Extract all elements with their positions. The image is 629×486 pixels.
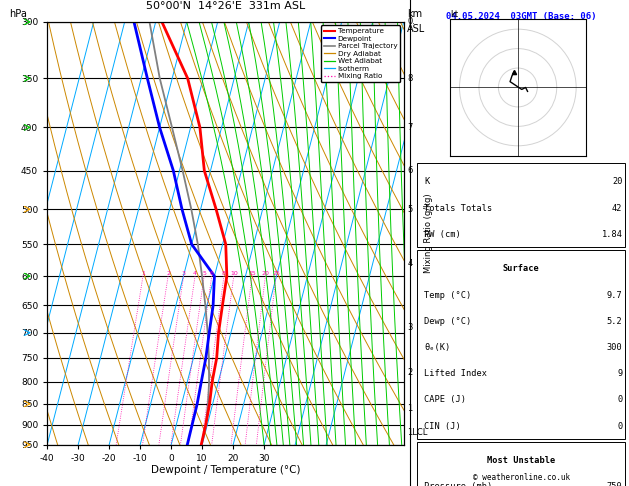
Text: 4: 4 — [407, 259, 413, 268]
Text: 9.7: 9.7 — [607, 291, 623, 299]
Text: Pressure (mb): Pressure (mb) — [424, 483, 492, 486]
Text: 3: 3 — [182, 271, 186, 276]
Text: Mixing Ratio (g/kg): Mixing Ratio (g/kg) — [425, 193, 433, 273]
Bar — [418, 163, 625, 247]
Text: ASL: ASL — [407, 24, 425, 34]
Text: 0: 0 — [617, 396, 623, 404]
Text: 0: 0 — [617, 422, 623, 431]
X-axis label: Dewpoint / Temperature (°C): Dewpoint / Temperature (°C) — [151, 466, 300, 475]
Text: Surface: Surface — [503, 264, 540, 273]
Text: 1.84: 1.84 — [601, 230, 623, 239]
Text: 0.: 0. — [407, 17, 415, 26]
Text: 25: 25 — [272, 271, 280, 276]
Text: 7: 7 — [407, 123, 413, 132]
Text: 300: 300 — [607, 343, 623, 352]
Text: PW (cm): PW (cm) — [424, 230, 460, 239]
Text: 5: 5 — [202, 271, 206, 276]
Text: 3: 3 — [407, 323, 413, 332]
Text: 5.2: 5.2 — [607, 317, 623, 326]
Text: 4: 4 — [193, 271, 197, 276]
Text: 6: 6 — [210, 271, 214, 276]
Text: 1: 1 — [141, 271, 145, 276]
Text: 8: 8 — [407, 74, 413, 83]
Text: 50°00'N  14°26'E  331m ASL: 50°00'N 14°26'E 331m ASL — [146, 1, 305, 11]
Text: 15: 15 — [248, 271, 256, 276]
Text: 9: 9 — [617, 369, 623, 378]
Text: 6: 6 — [407, 166, 413, 175]
Text: 1LCL: 1LCL — [407, 429, 428, 437]
Text: 8: 8 — [222, 271, 226, 276]
Text: kt: kt — [450, 10, 458, 19]
Text: 20: 20 — [612, 177, 623, 186]
Text: θₑ(K): θₑ(K) — [424, 343, 450, 352]
Text: CAPE (J): CAPE (J) — [424, 396, 466, 404]
Text: 04.05.2024  03GMT (Base: 06): 04.05.2024 03GMT (Base: 06) — [446, 12, 596, 21]
Bar — [418, 442, 625, 486]
Text: 1: 1 — [407, 404, 413, 413]
Text: © weatheronline.co.uk: © weatheronline.co.uk — [472, 473, 570, 482]
Text: CIN (J): CIN (J) — [424, 422, 460, 431]
Bar — [418, 250, 625, 439]
Text: 750: 750 — [607, 483, 623, 486]
Text: 42: 42 — [612, 204, 623, 212]
Text: Most Unstable: Most Unstable — [487, 456, 555, 465]
Text: 10: 10 — [230, 271, 238, 276]
Text: Dewp (°C): Dewp (°C) — [424, 317, 471, 326]
Text: Lifted Index: Lifted Index — [424, 369, 487, 378]
Text: 2: 2 — [166, 271, 170, 276]
Text: 5: 5 — [407, 205, 413, 214]
Text: Totals Totals: Totals Totals — [424, 204, 492, 212]
Text: 2: 2 — [407, 368, 413, 377]
Legend: Temperature, Dewpoint, Parcel Trajectory, Dry Adiabat, Wet Adiabat, Isotherm, Mi: Temperature, Dewpoint, Parcel Trajectory… — [321, 25, 400, 82]
Text: Temp (°C): Temp (°C) — [424, 291, 471, 299]
Text: 20: 20 — [262, 271, 269, 276]
Text: K: K — [424, 177, 429, 186]
Text: km: km — [407, 9, 422, 19]
Text: hPa: hPa — [9, 9, 27, 19]
